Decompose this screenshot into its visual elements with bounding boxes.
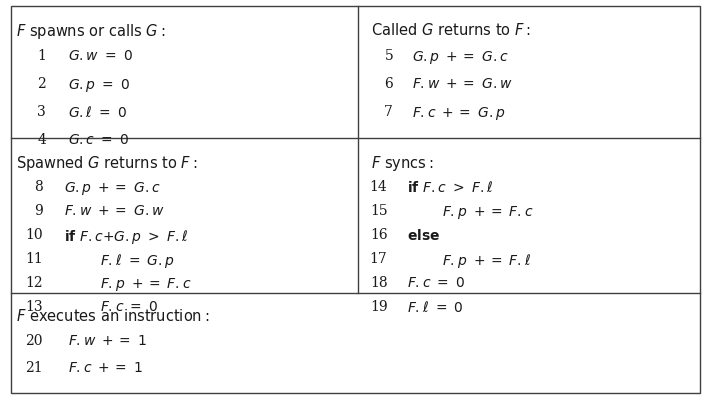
Text: 12: 12 <box>25 276 43 290</box>
Text: $G.w\mathrm{\ =\ 0}$: $G.w\mathrm{\ =\ 0}$ <box>68 49 133 63</box>
Text: $G.p\mathrm{\ =\ 0}$: $G.p\mathrm{\ =\ 0}$ <box>68 77 130 95</box>
Text: $\mathbf{if\ }F.c\mathrm{+}G.p\mathrm{\ >\ }F.\ell$: $\mathbf{if\ }F.c\mathrm{+}G.p\mathrm{\ … <box>64 228 188 246</box>
Text: 19: 19 <box>370 300 387 314</box>
Text: 15: 15 <box>370 204 387 218</box>
Text: $F\mathrm{\ syncs:}$: $F\mathrm{\ syncs:}$ <box>371 154 434 173</box>
Text: $\mathrm{Called\ }G\mathrm{\ returns\ to\ }F\mathrm{:}$: $\mathrm{Called\ }G\mathrm{\ returns\ to… <box>371 22 531 38</box>
Text: $F.c\mathrm{\ =\ 0}$: $F.c\mathrm{\ =\ 0}$ <box>100 300 158 314</box>
Text: 3: 3 <box>38 105 46 119</box>
Text: 16: 16 <box>370 228 387 242</box>
Text: 2: 2 <box>38 77 46 91</box>
Text: $F.p\mathrm{\ +=\ }F.\ell$: $F.p\mathrm{\ +=\ }F.\ell$ <box>442 252 530 270</box>
Text: 14: 14 <box>370 180 387 194</box>
Text: 7: 7 <box>385 105 393 119</box>
Text: $F.c\mathrm{\ +=\ 1}$: $F.c\mathrm{\ +=\ 1}$ <box>68 361 143 375</box>
Text: 11: 11 <box>25 252 43 266</box>
Text: $F.\ell\mathrm{\ =\ }G.p$: $F.\ell\mathrm{\ =\ }G.p$ <box>100 252 174 270</box>
Text: $F.c\mathrm{\ =\ 0}$: $F.c\mathrm{\ =\ 0}$ <box>407 276 466 290</box>
Text: $F.\ell\mathrm{\ =\ 0}$: $F.\ell\mathrm{\ =\ 0}$ <box>407 300 464 315</box>
Text: $F.p\mathrm{\ +=\ }F.c$: $F.p\mathrm{\ +=\ }F.c$ <box>100 276 191 293</box>
Text: 9: 9 <box>34 204 43 218</box>
Text: 10: 10 <box>25 228 43 242</box>
Text: $F.w\mathrm{\ +=\ 1}$: $F.w\mathrm{\ +=\ 1}$ <box>68 334 146 348</box>
Text: $\mathrm{Spawned\ }G\mathrm{\ returns\ to\ }F\mathrm{:}$: $\mathrm{Spawned\ }G\mathrm{\ returns\ t… <box>16 154 197 173</box>
Text: $\mathbf{else}$: $\mathbf{else}$ <box>407 228 441 243</box>
Text: 5: 5 <box>385 49 393 63</box>
Text: 13: 13 <box>25 300 43 314</box>
Text: 18: 18 <box>370 276 387 290</box>
Text: 6: 6 <box>385 77 393 91</box>
Text: 1: 1 <box>38 49 46 63</box>
Text: $\mathbf{if\ }F.c\mathrm{\ >\ }F.\ell$: $\mathbf{if\ }F.c\mathrm{\ >\ }F.\ell$ <box>407 180 493 196</box>
Text: $F\mathrm{\ spawns\ or\ calls\ }G\mathrm{:}$: $F\mathrm{\ spawns\ or\ calls\ }G\mathrm… <box>16 22 165 41</box>
Text: 21: 21 <box>25 361 43 375</box>
Text: 17: 17 <box>370 252 387 266</box>
Text: $G.p\mathrm{\ +=\ }G.c$: $G.p\mathrm{\ +=\ }G.c$ <box>412 49 509 67</box>
Text: $F.w\mathrm{\ +=\ }G.w$: $F.w\mathrm{\ +=\ }G.w$ <box>412 77 513 91</box>
Text: $F.w\mathrm{\ +=\ }G.w$: $F.w\mathrm{\ +=\ }G.w$ <box>64 204 165 218</box>
Text: 20: 20 <box>25 334 43 348</box>
Text: 8: 8 <box>34 180 43 194</box>
Text: $G.\ell\mathrm{\ =\ 0}$: $G.\ell\mathrm{\ =\ 0}$ <box>68 105 127 120</box>
Text: $F.p\mathrm{\ +=\ }F.c$: $F.p\mathrm{\ +=\ }F.c$ <box>442 204 533 221</box>
Text: 4: 4 <box>38 133 46 147</box>
Text: $F\mathrm{\ executes\ an\ instruction:}$: $F\mathrm{\ executes\ an\ instruction:}$ <box>16 308 209 324</box>
Text: $F.c\mathrm{\ +=\ }G.p$: $F.c\mathrm{\ +=\ }G.p$ <box>412 105 506 122</box>
Text: $G.c\mathrm{\ =\ 0}$: $G.c\mathrm{\ =\ 0}$ <box>68 133 129 147</box>
Text: $G.p\mathrm{\ +=\ }G.c$: $G.p\mathrm{\ +=\ }G.c$ <box>64 180 161 198</box>
